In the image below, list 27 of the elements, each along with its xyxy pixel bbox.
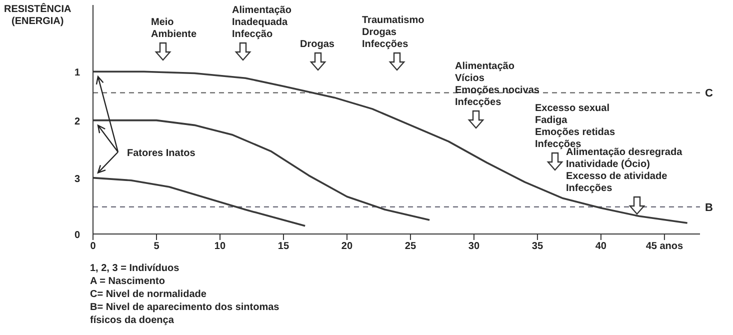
x-tick-label: 30 (468, 241, 480, 252)
x-tick-label: 20 (341, 241, 353, 252)
text: A = Nascimento (90, 275, 166, 288)
text: B= Nivel de aparecimento dos sintomas físicos da doença (90, 301, 280, 327)
series-label: 1 (74, 68, 80, 79)
text: 0 (74, 230, 80, 241)
y-axis-title: RESISTÊNCIA (ENERGIA) (4, 4, 72, 28)
text: 1, 2, 3 = Indivíduos (90, 262, 180, 275)
annotation: Fatores Inatos (127, 148, 196, 159)
x-tick-label: 45 anos (646, 241, 684, 252)
x-tick-label: 25 (404, 241, 416, 252)
text: C= Nivel de normalidade (90, 288, 208, 301)
ref-line-label: C (705, 88, 713, 100)
series-label: 3 (74, 174, 80, 185)
text: Traumatismo Drogas Infecções (362, 15, 424, 50)
x-tick-label: 5 (154, 241, 160, 252)
series-label: 2 (74, 116, 80, 128)
text: Alimentação Inadequada Infecção (232, 5, 292, 40)
ref-line-label: B (705, 202, 713, 214)
x-tick-label: 0 (90, 241, 96, 252)
x-tick-label: 35 (532, 241, 544, 252)
x-tick-label: 40 (595, 241, 607, 252)
x-tick-label: 10 (214, 241, 226, 252)
x-tick-label: 15 (278, 241, 290, 252)
text: Drogas (300, 39, 335, 50)
text: Meio Ambiente (151, 17, 197, 40)
annotation: Alimentação desregrada Inatividade (Ócio) Excesso de atividade Infecções (566, 147, 683, 194)
